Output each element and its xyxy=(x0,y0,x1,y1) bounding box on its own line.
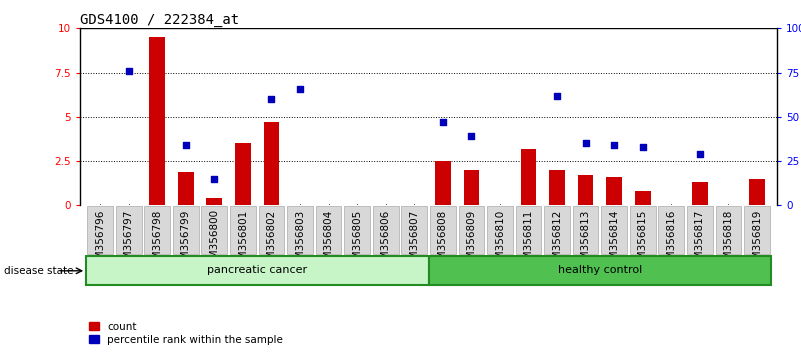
FancyBboxPatch shape xyxy=(602,206,627,254)
Text: GSM356801: GSM356801 xyxy=(238,209,248,273)
FancyBboxPatch shape xyxy=(687,206,713,254)
Text: GSM356819: GSM356819 xyxy=(752,209,762,273)
Point xyxy=(208,176,221,182)
Bar xyxy=(207,198,222,205)
FancyBboxPatch shape xyxy=(430,206,456,254)
Text: GSM356816: GSM356816 xyxy=(666,209,676,273)
Text: GSM356806: GSM356806 xyxy=(380,209,391,273)
Point xyxy=(608,142,621,148)
FancyBboxPatch shape xyxy=(715,206,741,254)
Point xyxy=(465,133,477,139)
FancyBboxPatch shape xyxy=(658,206,684,254)
Bar xyxy=(549,170,565,205)
Text: GSM356803: GSM356803 xyxy=(295,209,305,273)
Text: GSM356809: GSM356809 xyxy=(466,209,477,273)
Text: GSM356802: GSM356802 xyxy=(267,209,276,273)
Point xyxy=(265,96,278,102)
FancyBboxPatch shape xyxy=(487,206,513,254)
Point xyxy=(550,93,563,98)
FancyBboxPatch shape xyxy=(630,206,655,254)
FancyBboxPatch shape xyxy=(173,206,199,254)
Legend: count, percentile rank within the sample: count, percentile rank within the sample xyxy=(86,317,288,349)
Bar xyxy=(178,172,194,205)
FancyBboxPatch shape xyxy=(288,206,313,254)
Text: disease state: disease state xyxy=(4,266,74,276)
Point xyxy=(179,142,192,148)
Bar xyxy=(435,161,451,205)
Text: GSM356799: GSM356799 xyxy=(181,209,191,273)
FancyBboxPatch shape xyxy=(87,206,113,254)
Point xyxy=(123,68,135,74)
Text: GSM356815: GSM356815 xyxy=(638,209,648,273)
Bar xyxy=(635,191,650,205)
FancyBboxPatch shape xyxy=(116,206,142,254)
FancyBboxPatch shape xyxy=(573,206,598,254)
Text: GSM356818: GSM356818 xyxy=(723,209,734,273)
Bar xyxy=(578,175,594,205)
Text: GSM356796: GSM356796 xyxy=(95,209,105,273)
FancyBboxPatch shape xyxy=(544,206,570,254)
Bar xyxy=(749,179,765,205)
Text: GSM356807: GSM356807 xyxy=(409,209,419,273)
FancyBboxPatch shape xyxy=(144,206,170,254)
FancyBboxPatch shape xyxy=(230,206,256,254)
FancyBboxPatch shape xyxy=(316,206,341,254)
Bar xyxy=(235,143,251,205)
Text: GSM356804: GSM356804 xyxy=(324,209,333,273)
Bar xyxy=(464,170,479,205)
Text: pancreatic cancer: pancreatic cancer xyxy=(207,265,308,275)
Text: GSM356808: GSM356808 xyxy=(438,209,448,273)
FancyBboxPatch shape xyxy=(401,206,427,254)
FancyBboxPatch shape xyxy=(372,206,399,254)
FancyBboxPatch shape xyxy=(744,206,770,254)
Point xyxy=(579,141,592,146)
Text: GSM356813: GSM356813 xyxy=(581,209,590,273)
Point xyxy=(694,151,706,157)
Text: GSM356817: GSM356817 xyxy=(694,209,705,273)
Text: GSM356797: GSM356797 xyxy=(123,209,134,273)
Text: GSM356811: GSM356811 xyxy=(524,209,533,273)
Point xyxy=(636,144,649,150)
FancyBboxPatch shape xyxy=(202,206,227,254)
Point xyxy=(437,119,449,125)
Text: GSM356814: GSM356814 xyxy=(610,209,619,273)
Text: GSM356812: GSM356812 xyxy=(552,209,562,273)
Bar xyxy=(521,149,537,205)
Bar xyxy=(149,37,165,205)
FancyBboxPatch shape xyxy=(259,206,284,254)
FancyBboxPatch shape xyxy=(86,256,429,285)
FancyBboxPatch shape xyxy=(429,256,771,285)
Text: GSM356800: GSM356800 xyxy=(209,209,219,273)
Text: GSM356810: GSM356810 xyxy=(495,209,505,273)
FancyBboxPatch shape xyxy=(458,206,485,254)
FancyBboxPatch shape xyxy=(516,206,541,254)
Point xyxy=(294,86,307,91)
Text: GSM356798: GSM356798 xyxy=(152,209,163,273)
FancyBboxPatch shape xyxy=(344,206,370,254)
Text: GDS4100 / 222384_at: GDS4100 / 222384_at xyxy=(80,13,239,27)
Text: healthy control: healthy control xyxy=(557,265,642,275)
Bar xyxy=(692,182,708,205)
Text: GSM356805: GSM356805 xyxy=(352,209,362,273)
Bar xyxy=(606,177,622,205)
Bar xyxy=(264,122,280,205)
